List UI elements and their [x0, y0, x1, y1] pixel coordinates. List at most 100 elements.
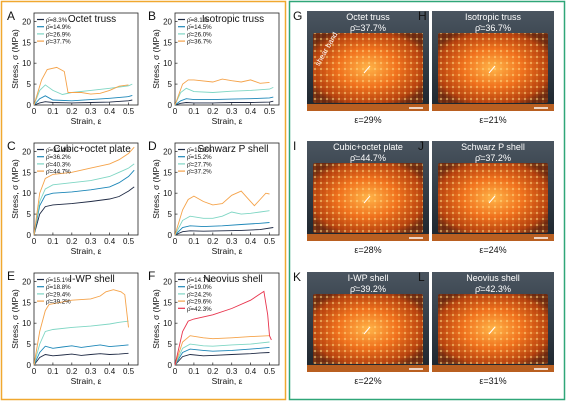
series-line-3 [174, 341, 270, 366]
legend-entry: ρ̄=36.2% [46, 154, 71, 161]
y-tick-label: 5 [168, 80, 173, 89]
y-tick-label: 15 [163, 168, 172, 177]
plot-frame [33, 142, 139, 236]
chart-E: E I-WP shell 0 0.1 0.2 0.3 0.4 0.5 0 5 10 15 20 Strai… [7, 269, 139, 386]
x-tick-label: 0.4 [104, 107, 116, 116]
strain-value: ε=31% [479, 376, 506, 386]
y-tick-label: 5 [27, 210, 32, 219]
chart-title: Isotropic truss [202, 14, 264, 25]
y-tick-label: 15 [22, 168, 31, 177]
x-tick-label: 0.4 [104, 237, 116, 246]
panel-label: I [293, 139, 296, 153]
panel-label: B [148, 9, 156, 23]
compression-platen [432, 104, 554, 111]
legend-entry: ρ̄=32.4% [46, 147, 71, 154]
x-tick-label: 0.2 [207, 237, 219, 246]
y-axis-label: Stress, σ (MPa) [151, 159, 161, 219]
y-tick-label: 0 [168, 231, 173, 240]
y-tick-label: 10 [163, 319, 172, 328]
series-line-3 [174, 86, 274, 106]
left-figure-border [0, 0, 287, 401]
legend-entry: ρ̄=19.0% [187, 284, 212, 291]
strain-value: ε=21% [479, 115, 506, 125]
x-tick-label: 0.4 [245, 237, 257, 246]
y-tick-label: 10 [163, 59, 172, 68]
photo-title: Schwarz P shell [461, 142, 525, 152]
legend-entry: ρ̄=15.1% [46, 277, 71, 284]
chart-title: Cubic+octet plate [53, 144, 131, 155]
panel-label: C [7, 139, 16, 153]
series-line-2 [174, 222, 270, 236]
x-tick-label: 0.2 [207, 367, 219, 376]
x-tick-label: 0 [32, 367, 37, 376]
x-tick-label: 0.3 [226, 237, 238, 246]
strain-value: ε=29% [354, 115, 381, 125]
series-line-4 [174, 335, 270, 366]
series-line-4 [33, 289, 129, 366]
legend-entry: ρ̄=14.7% [187, 277, 212, 284]
series-line-2 [33, 344, 129, 366]
legend-entry: ρ̄=14.5% [187, 24, 212, 31]
series-line-4 [33, 146, 135, 236]
x-tick-label: 0.2 [66, 237, 78, 246]
x-tick-label: 0.3 [226, 107, 238, 116]
legend-entry: ρ̄=37.2% [187, 169, 212, 176]
chart-A: A Octet truss 0 0.1 0.2 0.3 0.4 0.5 0 5 10 15 20 Stra… [7, 9, 139, 126]
compression-platen [432, 365, 554, 372]
photo-title: Isotropic truss [465, 12, 522, 22]
plot-frame [174, 142, 280, 236]
relative-density: ρ̄=37.7% [350, 23, 386, 33]
legend-entry: ρ̄=26.9% [46, 31, 71, 38]
x-tick-label: 0 [173, 367, 178, 376]
series-line-1 [174, 100, 274, 106]
x-tick-label: 0.5 [123, 107, 135, 116]
series-line-5 [174, 290, 272, 366]
x-tick-label: 0 [32, 107, 37, 116]
legend-entry: ρ̄=15.2% [187, 154, 212, 161]
relative-density: ρ̄=44.7% [350, 153, 386, 163]
x-tick-label: 0 [32, 237, 37, 246]
chart-title: Neovius shell [203, 274, 262, 285]
series-line-3 [33, 320, 129, 366]
plot-frame [33, 12, 139, 106]
legend-entry: ρ̄=26.0% [187, 31, 212, 38]
x-tick-label: 0.2 [66, 367, 78, 376]
series-line-1 [33, 352, 129, 366]
legend-entry: ρ̄=24.2% [187, 291, 212, 298]
x-axis-label: Strain, ε [71, 116, 102, 126]
y-tick-label: 10 [163, 189, 172, 198]
x-tick-label: 0.5 [264, 367, 276, 376]
strain-value: ε=24% [479, 245, 506, 255]
legend-entry: ρ̄=37.7% [46, 39, 71, 46]
y-tick-label: 5 [168, 210, 173, 219]
compression-platen [307, 104, 429, 111]
legend-entry: ρ̄=44.7% [46, 169, 71, 176]
series-line-1 [33, 99, 133, 106]
x-tick-label: 0.5 [123, 367, 135, 376]
x-tick-label: 0.1 [188, 367, 200, 376]
y-tick-label: 0 [27, 361, 32, 370]
series-line-3 [33, 83, 133, 106]
relative-density: ρ̄=37.2% [475, 153, 511, 163]
x-tick-label: 0.1 [47, 107, 59, 116]
chart-C: C Cubic+octet plate 0 0.1 0.2 0.3 0.4 0.5 0 5 10 15… [7, 139, 139, 256]
x-axis-label: Strain, ε [71, 246, 102, 256]
legend-entry: ρ̄=10.9% [187, 147, 212, 154]
series-line-3 [33, 163, 135, 236]
panel-label: F [148, 269, 155, 283]
y-tick-label: 10 [22, 189, 31, 198]
relative-density: ρ̄=39.2% [350, 284, 386, 294]
y-tick-label: 0 [27, 231, 32, 240]
photo-title: Cubic+octet plate [333, 142, 403, 152]
compression-platen [432, 234, 554, 241]
chart-title: I-WP shell [69, 274, 114, 285]
compression-platen [307, 365, 429, 372]
x-tick-label: 0.1 [188, 237, 200, 246]
series-line-2 [174, 96, 274, 106]
